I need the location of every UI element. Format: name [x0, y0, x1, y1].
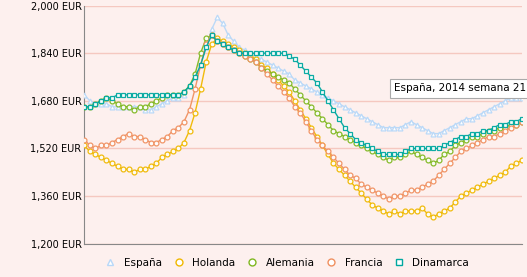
Legend: España, Holanda, Alemania, Francia, Dinamarca: España, Holanda, Alemania, Francia, Dina…: [96, 253, 473, 272]
Text: España, 2014 semana 21, 1,690 EUR: España, 2014 semana 21, 1,690 EUR: [394, 83, 527, 93]
